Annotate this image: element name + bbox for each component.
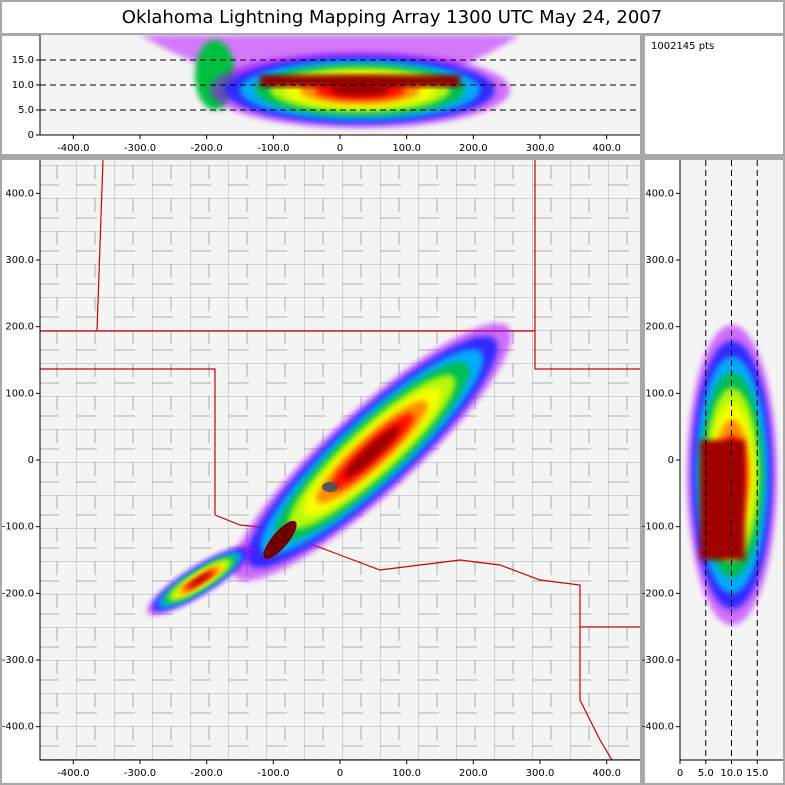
x-tick-label: -400.0 <box>57 768 89 779</box>
y-tick-label: -300.0 <box>642 655 674 666</box>
point-count: 1002145 pts <box>651 41 714 52</box>
y-tick-label: 300.0 <box>5 255 34 266</box>
x-tick-label: 300.0 <box>526 143 555 154</box>
y-tick-label: -200.0 <box>642 588 674 599</box>
core <box>322 482 338 492</box>
plan-view-map <box>40 160 640 760</box>
x-tick-label: 15.0 <box>746 768 768 779</box>
altitude-x-plot <box>40 35 640 135</box>
core <box>263 520 297 560</box>
y-tick-label: 0 <box>668 455 674 466</box>
x-tick-label: 200.0 <box>459 143 488 154</box>
x-tick-label: 0 <box>337 143 343 154</box>
state-line <box>534 160 640 370</box>
x-tick-label: 100.0 <box>392 768 421 779</box>
chart-title: Oklahoma Lightning Mapping Array 1300 UT… <box>122 7 662 28</box>
x-tick-label: -200.0 <box>191 143 223 154</box>
x-tick-label: 300.0 <box>526 768 555 779</box>
density-layer <box>344 426 400 478</box>
y-tick-label: 10.0 <box>12 80 34 91</box>
x-tick-label: -300.0 <box>124 143 156 154</box>
y-tick-label: -200.0 <box>2 588 34 599</box>
y-tick-label: -100.0 <box>642 522 674 533</box>
core <box>700 440 745 560</box>
altitude-y-plot <box>680 160 783 760</box>
axis-line <box>679 160 783 761</box>
x-tick-label: 5.0 <box>698 768 714 779</box>
y-tick-label: -400.0 <box>2 722 34 733</box>
x-tick-label: -100.0 <box>257 768 289 779</box>
axes: -400.0 -300.0 -200.0 -100.0 0 100.0 200.0 300.0… <box>2 35 783 779</box>
y-tick-label: 100.0 <box>5 388 34 399</box>
x-tick-label: 0 <box>337 768 343 779</box>
y-tick-label: 400.0 <box>5 188 34 199</box>
x-tick-label: 400.0 <box>592 768 621 779</box>
y-tick-label: 0 <box>28 455 34 466</box>
state-line <box>40 368 216 515</box>
x-tick-label: -300.0 <box>124 768 156 779</box>
y-tick-label: -400.0 <box>642 722 674 733</box>
y-tick-label: 15.0 <box>12 55 34 66</box>
y-tick-label: 5.0 <box>18 105 34 116</box>
y-tick-label: -100.0 <box>2 522 34 533</box>
x-tick-label: 200.0 <box>459 768 488 779</box>
y-tick-label: 200.0 <box>5 322 34 333</box>
info-panel <box>645 36 783 154</box>
y-tick-label: 0 <box>28 130 34 141</box>
title-bar <box>2 2 783 33</box>
x-tick-label: -100.0 <box>257 143 289 154</box>
state-line <box>96 160 104 332</box>
x-tick-label: -400.0 <box>57 143 89 154</box>
y-tick-label: -300.0 <box>2 655 34 666</box>
axis-line <box>39 160 640 761</box>
x-tick-label: 100.0 <box>392 143 421 154</box>
x-tick-label: 0 <box>677 768 683 779</box>
x-tick-label: 10.0 <box>720 768 742 779</box>
y-tick-label: 400.0 <box>645 188 674 199</box>
core <box>260 75 460 87</box>
axis-line <box>39 35 640 136</box>
x-tick-label: 400.0 <box>592 143 621 154</box>
x-tick-label: -200.0 <box>191 768 223 779</box>
y-tick-label: 200.0 <box>645 322 674 333</box>
y-tick-label: 300.0 <box>645 255 674 266</box>
y-tick-label: 100.0 <box>645 388 674 399</box>
density-layer <box>189 573 211 587</box>
